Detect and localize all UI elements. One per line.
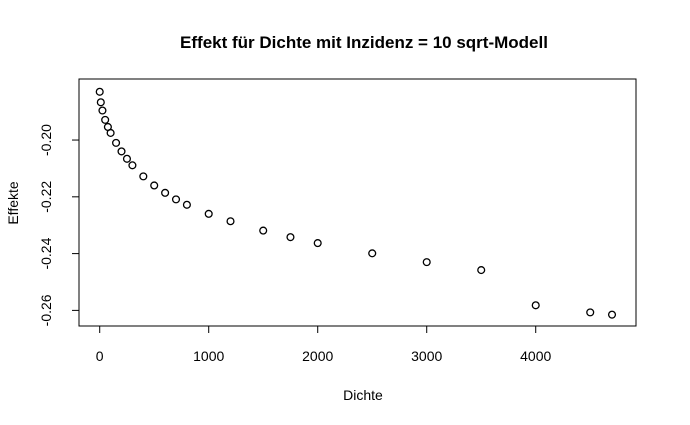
x-axis: 0 1000 2000 3000 4000: [96, 325, 551, 364]
data-point: [112, 138, 121, 147]
data-point: [422, 258, 431, 267]
x-tick-label: 0: [96, 348, 104, 364]
y-tick-label: -0.22: [38, 181, 54, 213]
y-tick-label: -0.26: [38, 294, 54, 326]
x-tick-label: 2000: [302, 348, 333, 364]
chart-title: Effekt für Dichte mit Inzidenz = 10 sqrt…: [180, 33, 548, 52]
data-point: [204, 209, 213, 218]
data-point: [313, 239, 322, 248]
plot-box: [78, 78, 637, 327]
data-point: [150, 181, 159, 190]
data-point: [607, 310, 617, 319]
data-point: [98, 106, 107, 115]
y-tick-label: -0.20: [38, 124, 54, 156]
data-point: [182, 200, 191, 209]
data-point: [531, 301, 540, 310]
y-tick-label: -0.24: [38, 237, 54, 269]
data-point: [477, 266, 486, 275]
data-point: [106, 128, 115, 137]
data-point: [226, 217, 235, 226]
data-point: [259, 226, 268, 235]
data-points: [95, 87, 617, 319]
data-point: [586, 308, 595, 317]
data-point: [96, 98, 105, 107]
data-point: [101, 115, 110, 124]
data-point: [171, 195, 181, 204]
data-point: [95, 87, 104, 96]
data-point: [122, 154, 132, 163]
x-tick-label: 3000: [411, 348, 442, 364]
data-point: [139, 172, 148, 181]
x-tick-label: 1000: [193, 348, 224, 364]
data-point: [128, 161, 137, 170]
data-point: [368, 249, 377, 258]
y-axis-label: Effekte: [5, 181, 21, 225]
data-point: [161, 188, 170, 197]
x-axis-label: Dichte: [343, 387, 383, 403]
data-point: [117, 147, 126, 156]
y-axis: -0.26 -0.24 -0.22 -0.20: [38, 124, 80, 326]
data-point: [286, 233, 295, 242]
x-tick-label: 4000: [520, 348, 551, 364]
